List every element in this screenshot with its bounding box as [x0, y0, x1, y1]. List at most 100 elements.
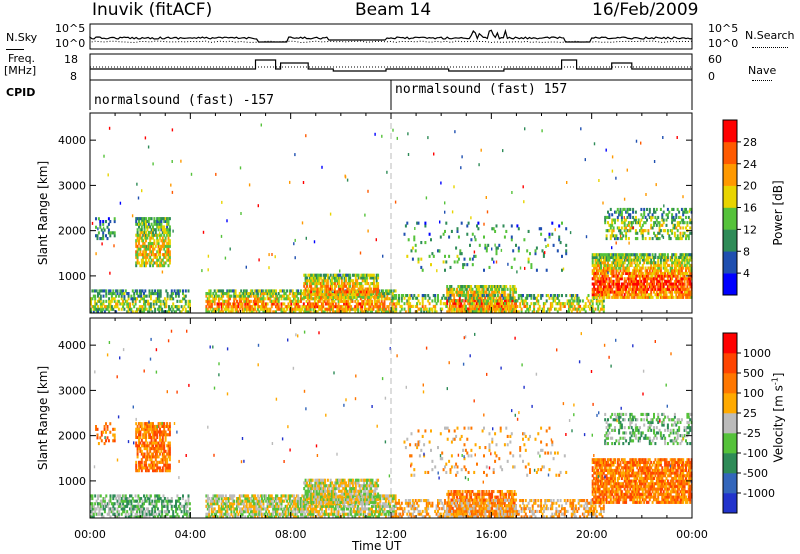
heatmap-cell — [213, 297, 216, 301]
heatmap-cell — [662, 274, 665, 278]
heatmap-cell — [641, 295, 644, 299]
heatmap-cell — [332, 293, 335, 297]
heatmap-cell — [155, 502, 158, 506]
heatmap-cell — [632, 277, 635, 281]
heatmap-cell — [116, 502, 119, 506]
heatmap-cell — [145, 458, 147, 462]
heatmap-cell — [478, 294, 481, 298]
heatmap-cell — [314, 284, 317, 288]
heatmap-cell — [413, 235, 416, 239]
heatmap-cell — [595, 261, 598, 265]
heatmap-cell — [166, 258, 169, 262]
heatmap-cell — [175, 510, 177, 514]
heatmap-cell — [679, 290, 682, 294]
heatmap-cell — [680, 255, 683, 260]
heatmap-cell — [495, 304, 498, 308]
heatmap-cell — [370, 295, 373, 299]
heatmap-cell — [126, 510, 129, 514]
heatmap-cell — [143, 502, 145, 506]
heatmap-cell — [678, 263, 681, 268]
heatmap-cell — [241, 292, 244, 296]
heatmap-cell — [477, 285, 480, 289]
heatmap-cell — [135, 433, 138, 437]
heatmap-cell — [103, 497, 106, 501]
heatmap-cell — [442, 294, 445, 298]
heatmap-cell — [120, 497, 123, 501]
heatmap-cell — [322, 273, 325, 277]
heatmap-cell — [643, 282, 646, 286]
heatmap-cell — [112, 292, 115, 296]
nsky-legend-line — [6, 49, 24, 50]
heatmap-cell — [619, 274, 622, 278]
heatmap-cell — [156, 219, 159, 224]
heatmap-cell — [301, 292, 304, 296]
heatmap-cell — [478, 304, 481, 308]
heatmap-cell — [493, 290, 496, 294]
heatmap-cell — [130, 310, 133, 314]
heatmap-cell — [302, 302, 305, 306]
heatmap-cell — [138, 499, 141, 503]
heatmap-cell — [116, 299, 119, 303]
heatmap-cell — [577, 307, 580, 311]
heatmap-cell — [122, 507, 125, 511]
heatmap-cell — [140, 466, 143, 470]
heatmap-cell — [672, 253, 675, 257]
heatmap-cell — [587, 304, 590, 309]
heatmap-cell — [489, 304, 492, 309]
heatmap-cell — [163, 302, 166, 306]
heatmap-cell — [384, 307, 387, 311]
heatmap-cell — [320, 297, 323, 301]
heatmap-cell — [140, 452, 143, 456]
heatmap-cell — [609, 287, 612, 291]
heatmap-cell — [561, 254, 563, 258]
heatmap-cell — [226, 305, 229, 309]
heatmap-cell — [133, 504, 136, 508]
heatmap-cell — [675, 290, 678, 294]
heatmap-cell — [661, 282, 664, 286]
heatmap-cell — [636, 253, 639, 257]
heatmap-cell — [515, 299, 517, 303]
heatmap-cell — [324, 295, 327, 299]
heatmap-cell — [448, 296, 451, 300]
heatmap-cell — [126, 302, 129, 306]
heatmap-cell — [329, 284, 332, 288]
heatmap-cell — [136, 255, 139, 259]
heatmap-cell — [614, 290, 616, 294]
heatmap-cell — [417, 257, 420, 261]
heatmap-cell — [456, 260, 459, 264]
heatmap-cell — [487, 294, 490, 298]
heatmap-cell — [607, 221, 609, 225]
heatmap-cell — [359, 294, 362, 298]
heatmap-cell — [495, 285, 498, 289]
heatmap-cell — [653, 269, 655, 273]
heatmap-cell — [471, 307, 474, 311]
heatmap-cell — [138, 299, 141, 303]
heatmap-cell — [616, 226, 619, 230]
heatmap-cell — [615, 285, 618, 289]
heatmap-cell — [623, 287, 626, 291]
heatmap-cell — [92, 504, 95, 508]
heatmap-cell — [353, 295, 356, 299]
heatmap-cell — [647, 258, 650, 262]
heatmap-cell — [158, 510, 161, 514]
heatmap-cell — [593, 282, 596, 286]
heatmap-cell — [262, 299, 265, 303]
heatmap-cell — [328, 276, 331, 280]
heatmap-cell — [458, 304, 461, 308]
heatmap-cell — [130, 499, 133, 503]
heatmap-cell — [175, 504, 177, 508]
heatmap-cell — [107, 173, 109, 177]
heatmap-cell — [140, 444, 143, 448]
heatmap-cell — [625, 279, 628, 283]
heatmap-cell — [598, 295, 601, 299]
heatmap-cell — [342, 282, 345, 286]
heatmap-cell — [482, 287, 485, 291]
heatmap-cell — [325, 273, 328, 277]
heatmap-cell — [598, 282, 601, 286]
heatmap-cell — [481, 304, 484, 308]
heatmap-cell — [668, 271, 671, 276]
heatmap-cell — [261, 305, 263, 309]
heatmap-cell — [675, 263, 678, 268]
heatmap-cell — [141, 512, 144, 516]
heatmap-cell — [616, 237, 619, 241]
